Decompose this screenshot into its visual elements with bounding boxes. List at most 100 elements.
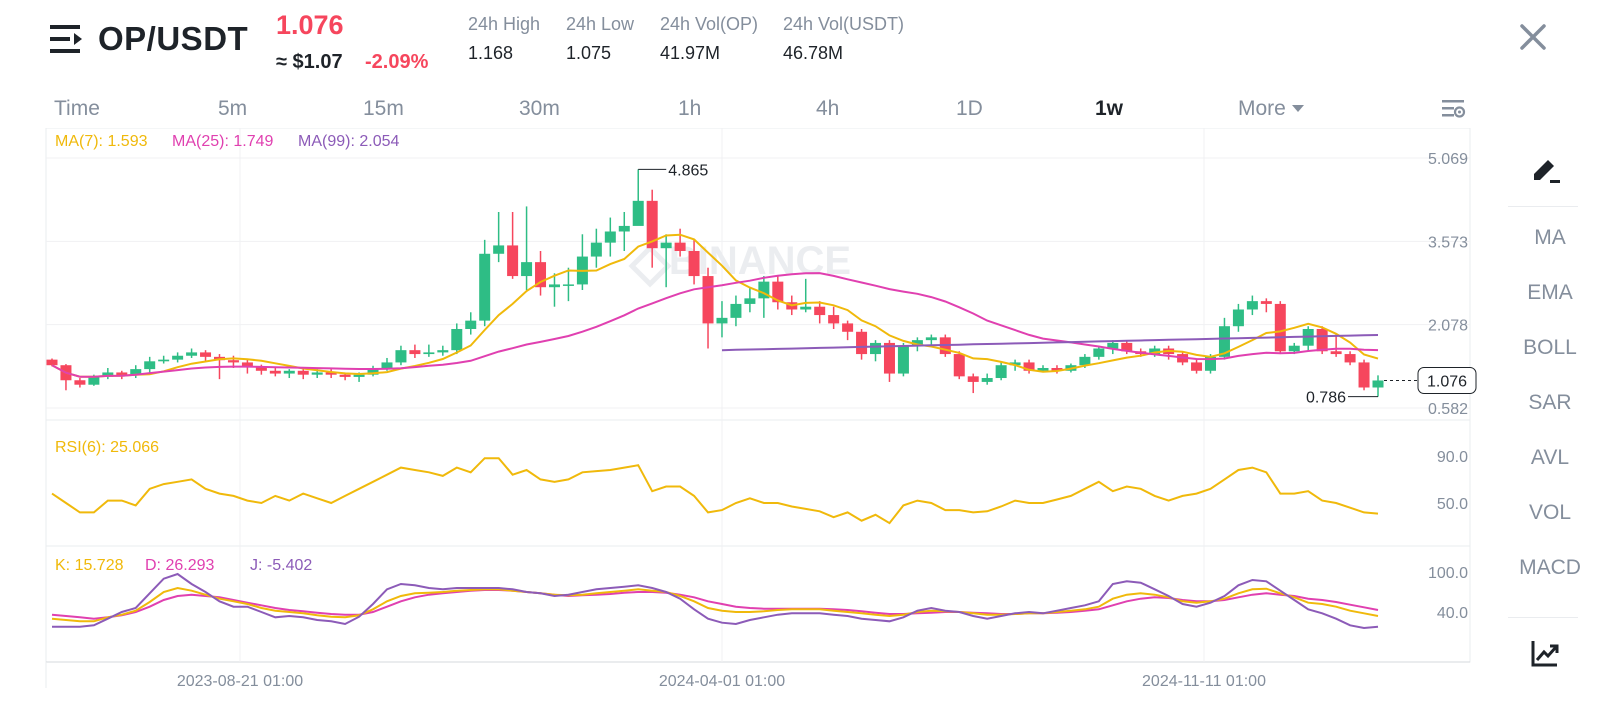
tab-more[interactable]: More bbox=[1238, 97, 1304, 121]
tab-time[interactable]: Time bbox=[54, 97, 100, 120]
indicator-macd[interactable]: MACD bbox=[1519, 556, 1581, 579]
tab-1h[interactable]: 1h bbox=[678, 97, 702, 120]
candle-body bbox=[1358, 362, 1370, 388]
tab-4h[interactable]: 4h bbox=[816, 97, 840, 120]
candle-body bbox=[1079, 356, 1091, 366]
candle-body bbox=[227, 360, 239, 363]
indicator-chart-icon[interactable] bbox=[1530, 638, 1560, 668]
rsi-tick-label: 50.0 bbox=[1437, 496, 1468, 513]
candle-body bbox=[688, 250, 700, 277]
candle-body bbox=[1246, 301, 1258, 310]
candle-body bbox=[1330, 351, 1342, 355]
price-chart[interactable]: 5.0693.5732.0780.582BINANCE4.8650.7861.0… bbox=[0, 128, 1480, 720]
candle-body bbox=[381, 362, 393, 370]
candle-body bbox=[535, 262, 547, 288]
stat-label: 24h Low bbox=[566, 14, 635, 34]
rsi-tick-label: 90.0 bbox=[1437, 449, 1468, 466]
tab-more-label: More bbox=[1238, 97, 1286, 120]
candle-body bbox=[1372, 380, 1384, 388]
candle-body bbox=[130, 369, 142, 376]
indicator-ema[interactable]: EMA bbox=[1527, 281, 1573, 304]
candle-body bbox=[1205, 356, 1217, 371]
candle-body bbox=[451, 328, 463, 351]
x-tick-label: 2024-11-11 01:00 bbox=[1142, 673, 1266, 690]
candle-body bbox=[1121, 342, 1133, 352]
trading-pair-title[interactable]: OP/USDT bbox=[98, 20, 249, 57]
candle-body bbox=[562, 284, 574, 286]
candle-body bbox=[632, 200, 644, 226]
candle-body bbox=[1316, 328, 1328, 352]
stat-24h-vol-base: 24h Vol(OP) 41.97M bbox=[660, 14, 758, 64]
menu-icon[interactable] bbox=[50, 24, 84, 54]
chart-frame bbox=[45, 128, 1471, 663]
indicator-ma[interactable]: MA bbox=[1534, 226, 1566, 249]
stat-24h-low: 24h Low 1.075 bbox=[566, 14, 634, 64]
candle-body bbox=[1260, 301, 1272, 304]
last-price: 1.076 bbox=[276, 10, 344, 40]
kdj-j-line bbox=[52, 572, 1379, 630]
candle-body bbox=[981, 378, 993, 382]
candle-body bbox=[856, 331, 868, 355]
candle-body bbox=[1093, 348, 1105, 357]
tab-30m[interactable]: 30m bbox=[519, 97, 560, 120]
price-tick-label: 2.078 bbox=[1428, 318, 1468, 335]
tab-1d[interactable]: 1D bbox=[956, 97, 983, 120]
kdj-tick-label: 40.0 bbox=[1437, 605, 1468, 622]
x-tick-label: 2023-08-21 01:00 bbox=[177, 673, 303, 690]
indicator-boll[interactable]: BOLL bbox=[1523, 336, 1577, 359]
kdj-j-legend: J: -5.402 bbox=[250, 557, 312, 574]
tab-1w[interactable]: 1w bbox=[1095, 97, 1124, 120]
ma99-line bbox=[721, 334, 1379, 352]
candle-body bbox=[74, 380, 86, 385]
price-tick-label: 5.069 bbox=[1428, 151, 1468, 168]
indicator-vol[interactable]: VOL bbox=[1528, 501, 1572, 524]
chart-settings-icon[interactable] bbox=[1440, 96, 1466, 122]
candle-body bbox=[367, 369, 379, 375]
candle-body bbox=[590, 242, 602, 257]
ma99-legend: MA(99): 2.054 bbox=[298, 133, 399, 150]
candle-body bbox=[493, 245, 505, 254]
candle-body bbox=[241, 362, 253, 367]
price-change-percent: -2.09% bbox=[365, 51, 429, 73]
candle-body bbox=[311, 372, 323, 375]
candle-body bbox=[870, 342, 882, 355]
candle-body bbox=[437, 350, 449, 353]
tab-15m[interactable]: 15m bbox=[363, 97, 404, 120]
candle-body bbox=[507, 245, 519, 277]
ma7-legend: MA(7): 1.593 bbox=[55, 133, 148, 150]
candle-body bbox=[1051, 367, 1063, 371]
high-price-label: 4.865 bbox=[668, 162, 708, 179]
candle-body bbox=[674, 242, 686, 251]
draw-tool-icon[interactable] bbox=[1530, 154, 1562, 186]
candle-body bbox=[255, 366, 267, 371]
candle-body bbox=[423, 352, 435, 355]
rsi-line bbox=[51, 457, 1379, 525]
candle-body bbox=[604, 231, 616, 243]
tab-5m[interactable]: 5m bbox=[218, 97, 248, 120]
candle-body bbox=[339, 374, 351, 377]
ma25-line bbox=[51, 272, 1379, 378]
candle-body bbox=[158, 359, 170, 362]
kdj-d-line bbox=[51, 589, 1379, 620]
candle-body bbox=[660, 242, 672, 249]
candle-body bbox=[1218, 326, 1230, 357]
indicator-sar[interactable]: SAR bbox=[1528, 391, 1572, 414]
candle-body bbox=[1149, 348, 1161, 355]
watermark-logo-icon bbox=[628, 244, 672, 288]
stat-24h-vol-quote: 24h Vol(USDT) 46.78M bbox=[783, 14, 904, 64]
kdj-k-legend: K: 15.728 bbox=[55, 557, 124, 574]
candle-body bbox=[46, 359, 58, 366]
close-icon[interactable] bbox=[1518, 22, 1548, 52]
candle-body bbox=[800, 306, 812, 310]
candle-body bbox=[1107, 342, 1119, 349]
price-tick-label: 0.582 bbox=[1428, 401, 1468, 418]
candle-body bbox=[1191, 362, 1203, 371]
current-price-label: 1.076 bbox=[1427, 373, 1467, 390]
kdj-tick-label: 100.0 bbox=[1428, 565, 1468, 582]
indicator-avl[interactable]: AVL bbox=[1530, 446, 1570, 469]
candle-body bbox=[325, 372, 337, 375]
candle-body bbox=[730, 303, 742, 318]
candle-body bbox=[995, 365, 1007, 379]
stat-value: 46.78M bbox=[783, 43, 844, 63]
candle-body bbox=[548, 284, 560, 288]
